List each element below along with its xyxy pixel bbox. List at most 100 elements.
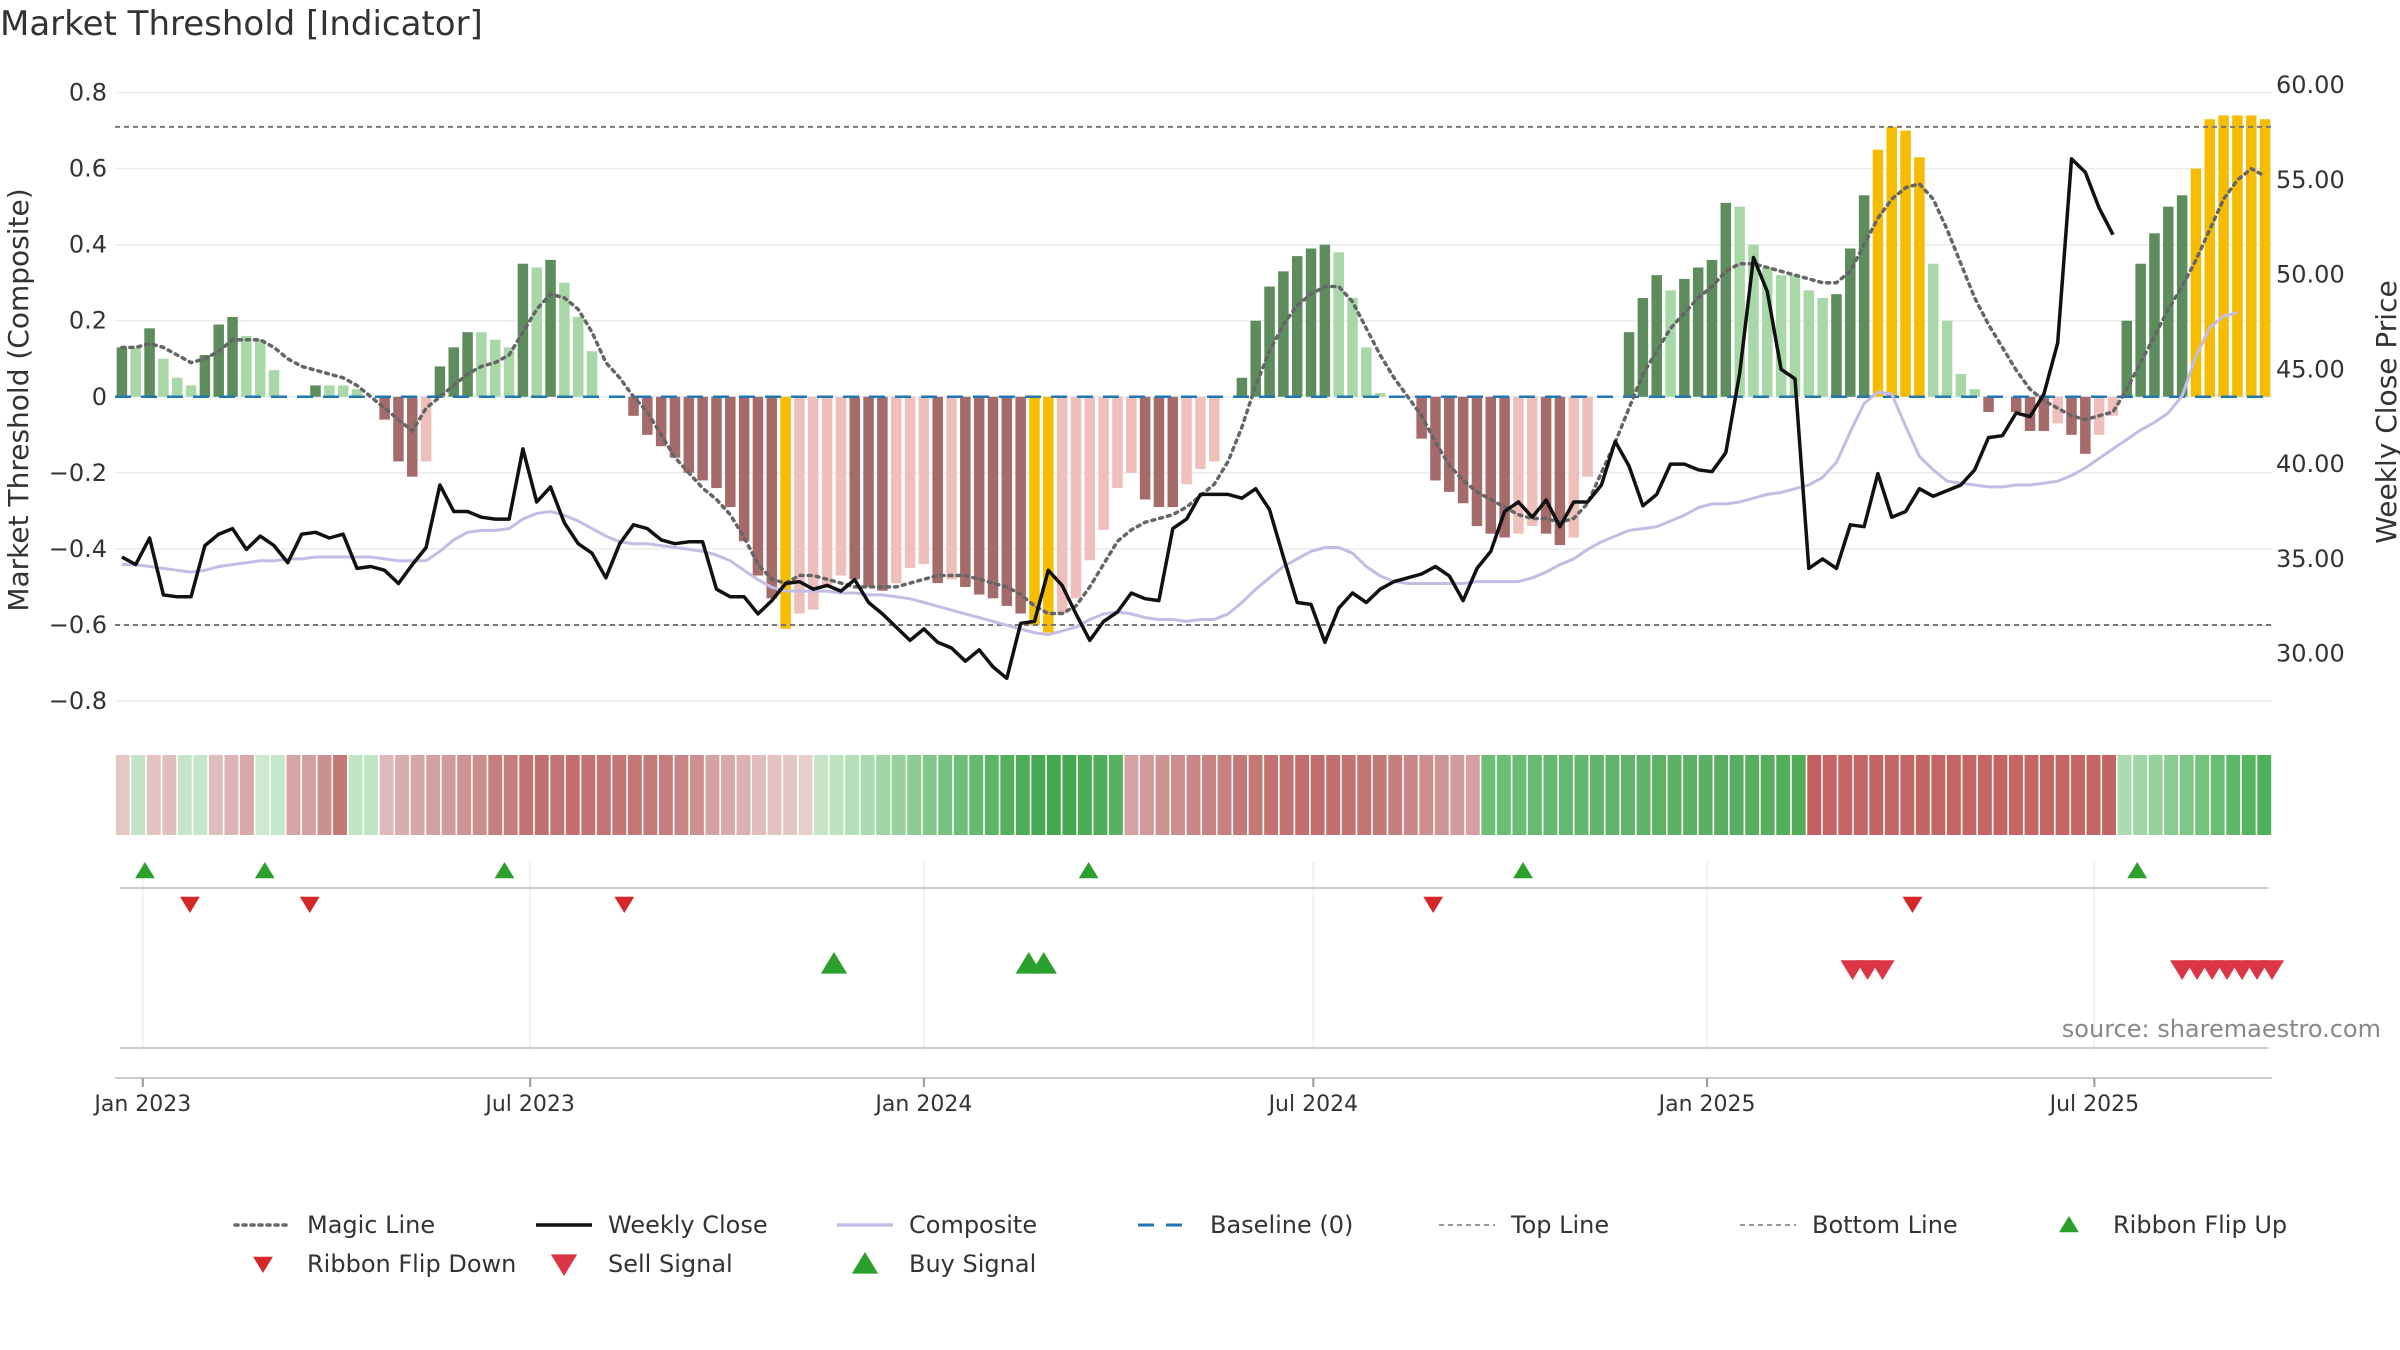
ribbon-cell	[503, 755, 518, 835]
ribbon-cell	[1171, 755, 1185, 835]
composite-bar	[1015, 396, 1026, 614]
composite-bar	[1927, 263, 1939, 397]
ribbon-cell	[534, 755, 549, 835]
composite-bar	[559, 282, 570, 397]
ribbon-layer	[115, 755, 2272, 835]
ribbon-cell	[441, 755, 456, 835]
composite-bar	[780, 396, 791, 629]
composite-bar	[2218, 115, 2229, 397]
x-tick-label: Jul 2023	[483, 1092, 575, 1117]
ribbon-cell	[426, 755, 441, 835]
composite-bar	[1679, 278, 1690, 397]
ribbon-cell	[2195, 755, 2210, 835]
composite-bar	[2038, 396, 2050, 432]
composite-bar	[1374, 392, 1386, 397]
composite-bar	[1098, 396, 1109, 530]
ribbon-cell	[1077, 755, 1092, 835]
ribbon-cell	[2071, 755, 2085, 835]
composite-bar	[545, 259, 556, 397]
composite-bar	[1430, 396, 1441, 481]
ribbon-cell	[1543, 755, 1558, 835]
legend-label: Sell Signal	[608, 1250, 733, 1278]
ribbon-cell	[1186, 755, 1201, 835]
ribbon-cell	[286, 755, 301, 835]
composite-bar	[1195, 396, 1206, 470]
y-left-axis-title: Market Threshold (Composite)	[2, 188, 35, 611]
composite-bar	[1831, 294, 1842, 397]
ribbon-cell	[162, 755, 177, 835]
y-left-tick-label: 0.4	[69, 231, 107, 259]
ribbon-cell	[177, 755, 192, 835]
composite-bar	[1706, 259, 1718, 397]
ribbon-cell	[270, 755, 285, 835]
composite-bar	[752, 396, 764, 576]
composite-bar	[821, 396, 833, 587]
ribbon-cell	[1683, 755, 1698, 835]
composite-bar	[697, 396, 708, 481]
ribbon-cell	[1015, 755, 1030, 835]
composite-bar	[1001, 396, 1013, 606]
ribbon-cell	[379, 755, 394, 835]
composite-bar	[462, 332, 473, 397]
composite-bar	[351, 389, 363, 397]
ribbon-cell	[721, 755, 735, 835]
ribbon-cell	[2133, 755, 2148, 835]
ribbon-cell	[829, 755, 844, 835]
ribbon-cell	[705, 755, 720, 835]
y-left-tick-label: −0.2	[49, 459, 107, 487]
composite-bar	[1513, 396, 1524, 534]
ribbon-cell	[845, 755, 860, 835]
ribbon-cell	[1574, 755, 1589, 835]
ribbon-cell	[1326, 755, 1341, 835]
ribbon-flip-down-marker	[179, 896, 200, 913]
composite-bar	[1347, 297, 1358, 397]
composite-bar	[1720, 202, 1732, 397]
ribbon-cell	[658, 755, 673, 835]
ribbon-cell	[1946, 755, 1961, 835]
composite-bar	[448, 347, 460, 397]
ribbon-cell	[767, 755, 782, 835]
composite-bar	[1845, 248, 1856, 397]
composite-bar	[1900, 130, 1911, 397]
magic-line	[120, 166, 2267, 616]
ribbon-cell	[1000, 755, 1015, 835]
composite-bar	[1637, 297, 1649, 397]
composite-bar	[683, 396, 695, 473]
composite-bar	[794, 396, 805, 614]
ribbon-cell	[736, 755, 751, 835]
ribbon-cell	[1776, 755, 1791, 835]
legend-item: Bottom Line	[1740, 1211, 1958, 1239]
ribbon-cell	[1233, 755, 1248, 835]
ribbon-cell	[1046, 755, 1061, 835]
ribbon-flip-up-marker	[254, 862, 275, 879]
composite-bar	[1305, 248, 1317, 397]
ribbon-cell	[752, 755, 766, 835]
ribbon-cell	[1465, 755, 1480, 835]
composite-bar	[434, 366, 446, 397]
y-right-tick-label: 40.00	[2276, 450, 2345, 478]
composite-bar	[669, 396, 681, 458]
ribbon-cell	[1124, 755, 1139, 835]
ribbon-cell	[674, 755, 689, 835]
composite-bar	[324, 385, 335, 397]
composite-bar	[918, 396, 930, 565]
composite-bar	[1969, 389, 1980, 397]
ribbon-cell	[1729, 755, 1744, 835]
composite-bar	[116, 347, 128, 397]
composite-bar	[1789, 275, 1801, 397]
ribbon-cell	[938, 755, 953, 835]
ribbon-cell	[1419, 755, 1434, 835]
ribbon-cell	[1450, 755, 1465, 835]
ribbon-cell	[395, 755, 410, 835]
composite-bar	[310, 385, 321, 397]
legend-item: Weekly Close	[536, 1211, 768, 1239]
composite-bar	[1485, 396, 1497, 534]
composite-bar	[1762, 267, 1773, 397]
ribbon-flip-up-marker	[2127, 862, 2148, 879]
legend-item: Sell Signal	[550, 1250, 733, 1278]
ribbon-cell	[302, 755, 316, 835]
ribbon-cell	[612, 755, 627, 835]
x-tick-label: Jan 2023	[92, 1092, 191, 1117]
ribbon-cell	[1512, 755, 1527, 835]
ribbon-cell	[472, 755, 487, 835]
